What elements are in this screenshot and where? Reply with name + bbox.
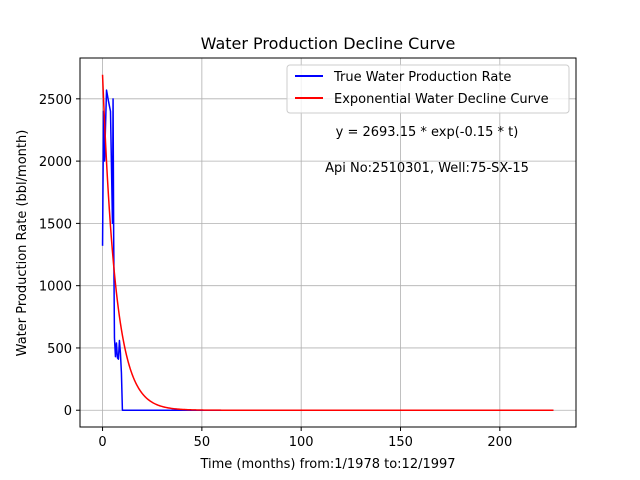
y-axis-label: Water Production Rate (bbl/month): [15, 130, 30, 357]
x-tick-label: 150: [388, 435, 413, 450]
x-tick-label: 100: [289, 435, 314, 450]
series-line-decline-curve: [101, 74, 554, 411]
x-axis-label: Time (months) from:1/1978 to:12/1997: [199, 457, 455, 472]
y-tick-label: 1500: [39, 217, 72, 232]
x-tick-label: 200: [487, 435, 512, 450]
series-line-true-rate: [101, 89, 554, 411]
legend: True Water Production Rate Exponential W…: [286, 64, 570, 114]
x-axis-ticks: 0 50 100 150 200: [98, 427, 512, 450]
legend-label-decline-curve: Exponential Water Decline Curve: [334, 92, 549, 107]
x-tick-label: 0: [98, 435, 106, 450]
plot-background: [80, 58, 576, 427]
y-tick-label: 2000: [39, 155, 72, 170]
y-tick-label: 1000: [39, 280, 72, 295]
equation-annotation: y = 2693.15 * exp(-0.15 * t): [336, 125, 519, 140]
y-tick-label: 2500: [39, 93, 72, 108]
well-annotation: Api No:2510301, Well:75-SX-15: [325, 161, 529, 176]
y-tick-label: 500: [47, 342, 72, 357]
plot-frame: [79, 57, 577, 428]
y-axis-ticks: 0 500 1000 1500 2000 2500: [39, 93, 80, 419]
series-layer: [101, 74, 554, 411]
y-tick-label: 0: [64, 404, 72, 419]
legend-label-true-rate: True Water Production Rate: [333, 70, 511, 85]
chart-title: Water Production Decline Curve: [201, 34, 456, 53]
x-tick-label: 50: [194, 435, 211, 450]
legend-box: [286, 64, 570, 114]
